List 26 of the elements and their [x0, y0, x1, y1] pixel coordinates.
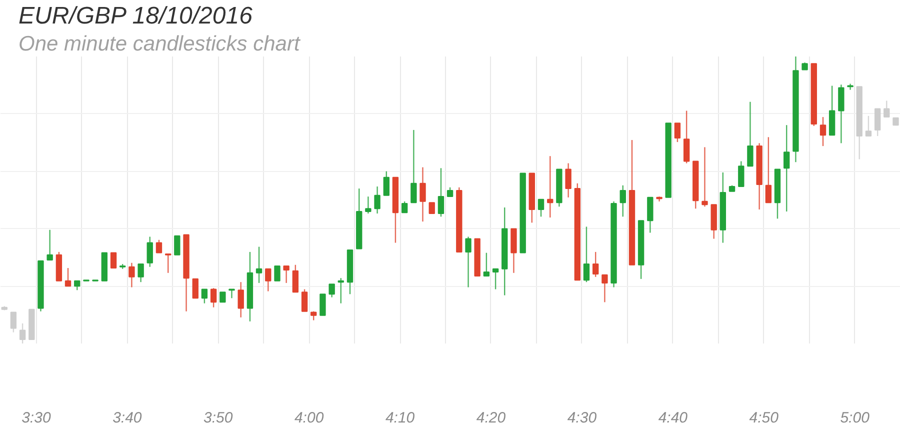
- x-tick-label: 4:00: [294, 410, 324, 426]
- candlestick: [520, 172, 526, 254]
- chart-subtitle: One minute candlesticks chart: [18, 32, 301, 56]
- x-tick-label: 4:40: [658, 410, 688, 426]
- candlestick: [220, 292, 226, 303]
- candlestick: [474, 238, 480, 277]
- candlestick: [274, 266, 280, 282]
- candlestick: [428, 202, 435, 214]
- candlestick: [892, 117, 899, 126]
- chart-title: EUR/GBP 18/10/2016: [18, 2, 254, 30]
- x-tick-label: 4:10: [385, 410, 416, 426]
- candlestick: [101, 252, 108, 282]
- candlestick: [192, 278, 198, 299]
- x-tick-label: 5:00: [840, 410, 870, 426]
- x-tick-label: 4:20: [476, 410, 506, 426]
- x-tick-label: 3:30: [22, 410, 52, 426]
- candlestick: [174, 235, 180, 256]
- candlestick: [110, 252, 117, 269]
- candlestick: [665, 122, 672, 198]
- candlestick: [165, 253, 172, 274]
- x-tick-label: 4:30: [567, 410, 598, 426]
- x-tick-label: 4:50: [749, 410, 780, 426]
- x-tick-label: 3:50: [203, 410, 234, 426]
- candlestick: [28, 308, 35, 340]
- x-tick-label: 3:40: [112, 410, 142, 426]
- candlestick: [320, 294, 326, 316]
